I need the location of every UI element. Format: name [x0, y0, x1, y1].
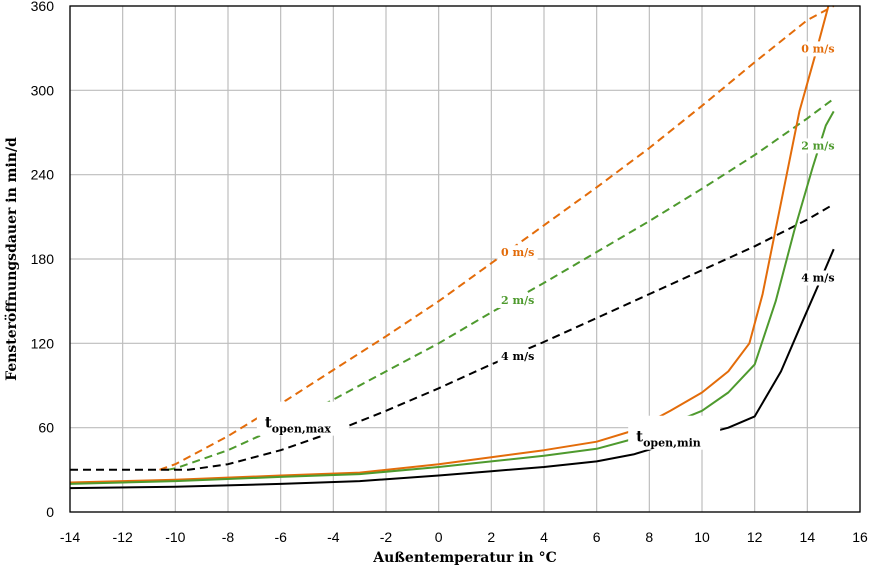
annotation-main: t — [636, 428, 643, 446]
tick-labels: -14 -12 -10 -8 -6 -4 -2 0 2 4 6 8 10 12 14 16 0 60 120 180 2… — [31, 0, 868, 545]
series-label-bg — [797, 41, 838, 57]
x-tick-label: 2 — [487, 529, 495, 545]
x-tick-label: 6 — [593, 529, 601, 545]
series-labels: 0 m/s 2 m/s 4 m/s 0 m/s 2 m/s 4 m/s — [501, 42, 835, 363]
x-tick-label: -14 — [60, 529, 80, 545]
series-label: 2 m/s — [501, 294, 534, 307]
plot-frame — [69, 5, 861, 513]
x-tick-label: 4 — [540, 529, 548, 545]
x-axis-title: Außentemperatur in °C — [372, 550, 557, 566]
x-tick-label: -2 — [380, 529, 393, 545]
annotation-main: t — [265, 414, 272, 432]
x-tick-label: 16 — [852, 529, 868, 545]
series-line-max-2 — [167, 97, 835, 471]
annotation-bg — [628, 415, 721, 450]
x-tick-label: 14 — [800, 529, 816, 545]
y-tick-label: 240 — [31, 167, 55, 183]
x-tick-label: -12 — [113, 529, 133, 545]
y-tick-label: 0 — [46, 504, 54, 520]
x-tick-label: -8 — [222, 529, 235, 545]
series-line-min-4 — [69, 248, 835, 490]
series-label-bg — [797, 138, 838, 154]
annotation: topen,max — [265, 414, 332, 436]
x-tick-label: -10 — [165, 529, 185, 545]
annotation-bg — [256, 401, 349, 436]
x-tick-label: 10 — [694, 529, 710, 545]
annotation: topen,min — [636, 428, 701, 450]
y-tick-label: 360 — [31, 0, 55, 14]
annotation-subscript: open,max — [272, 423, 332, 436]
series-line-max-4 — [70, 203, 835, 471]
series-label-bg — [797, 270, 838, 286]
series-label-bg — [497, 349, 538, 365]
annotations: topen,max topen,min — [265, 414, 701, 450]
series-line-min-0 — [69, 5, 830, 484]
series-line-max-0 — [159, 5, 835, 471]
y-tick-label: 60 — [38, 420, 54, 436]
x-tick-label: 12 — [747, 529, 763, 545]
series-label: 4 m/s — [801, 271, 834, 284]
y-tick-label: 180 — [31, 251, 55, 267]
x-tick-label: -6 — [274, 529, 287, 545]
series-label: 4 m/s — [501, 350, 534, 363]
series-label: 2 m/s — [801, 139, 834, 152]
series-label-bg — [497, 245, 538, 261]
series-label: 0 m/s — [801, 42, 834, 55]
grid-lines — [69, 5, 861, 513]
x-tick-label: -4 — [327, 529, 340, 545]
x-tick-label: 0 — [435, 529, 443, 545]
label-backgrounds — [256, 41, 838, 450]
y-tick-label: 120 — [31, 335, 55, 351]
y-tick-label: 300 — [31, 82, 55, 98]
y-axis-title: Fensteröffnungsdauer in min/d — [4, 137, 20, 381]
series-label: 0 m/s — [501, 246, 534, 259]
annotation-subscript: open,min — [643, 437, 701, 450]
series-label-bg — [497, 292, 538, 308]
x-tick-label: 8 — [645, 529, 653, 545]
